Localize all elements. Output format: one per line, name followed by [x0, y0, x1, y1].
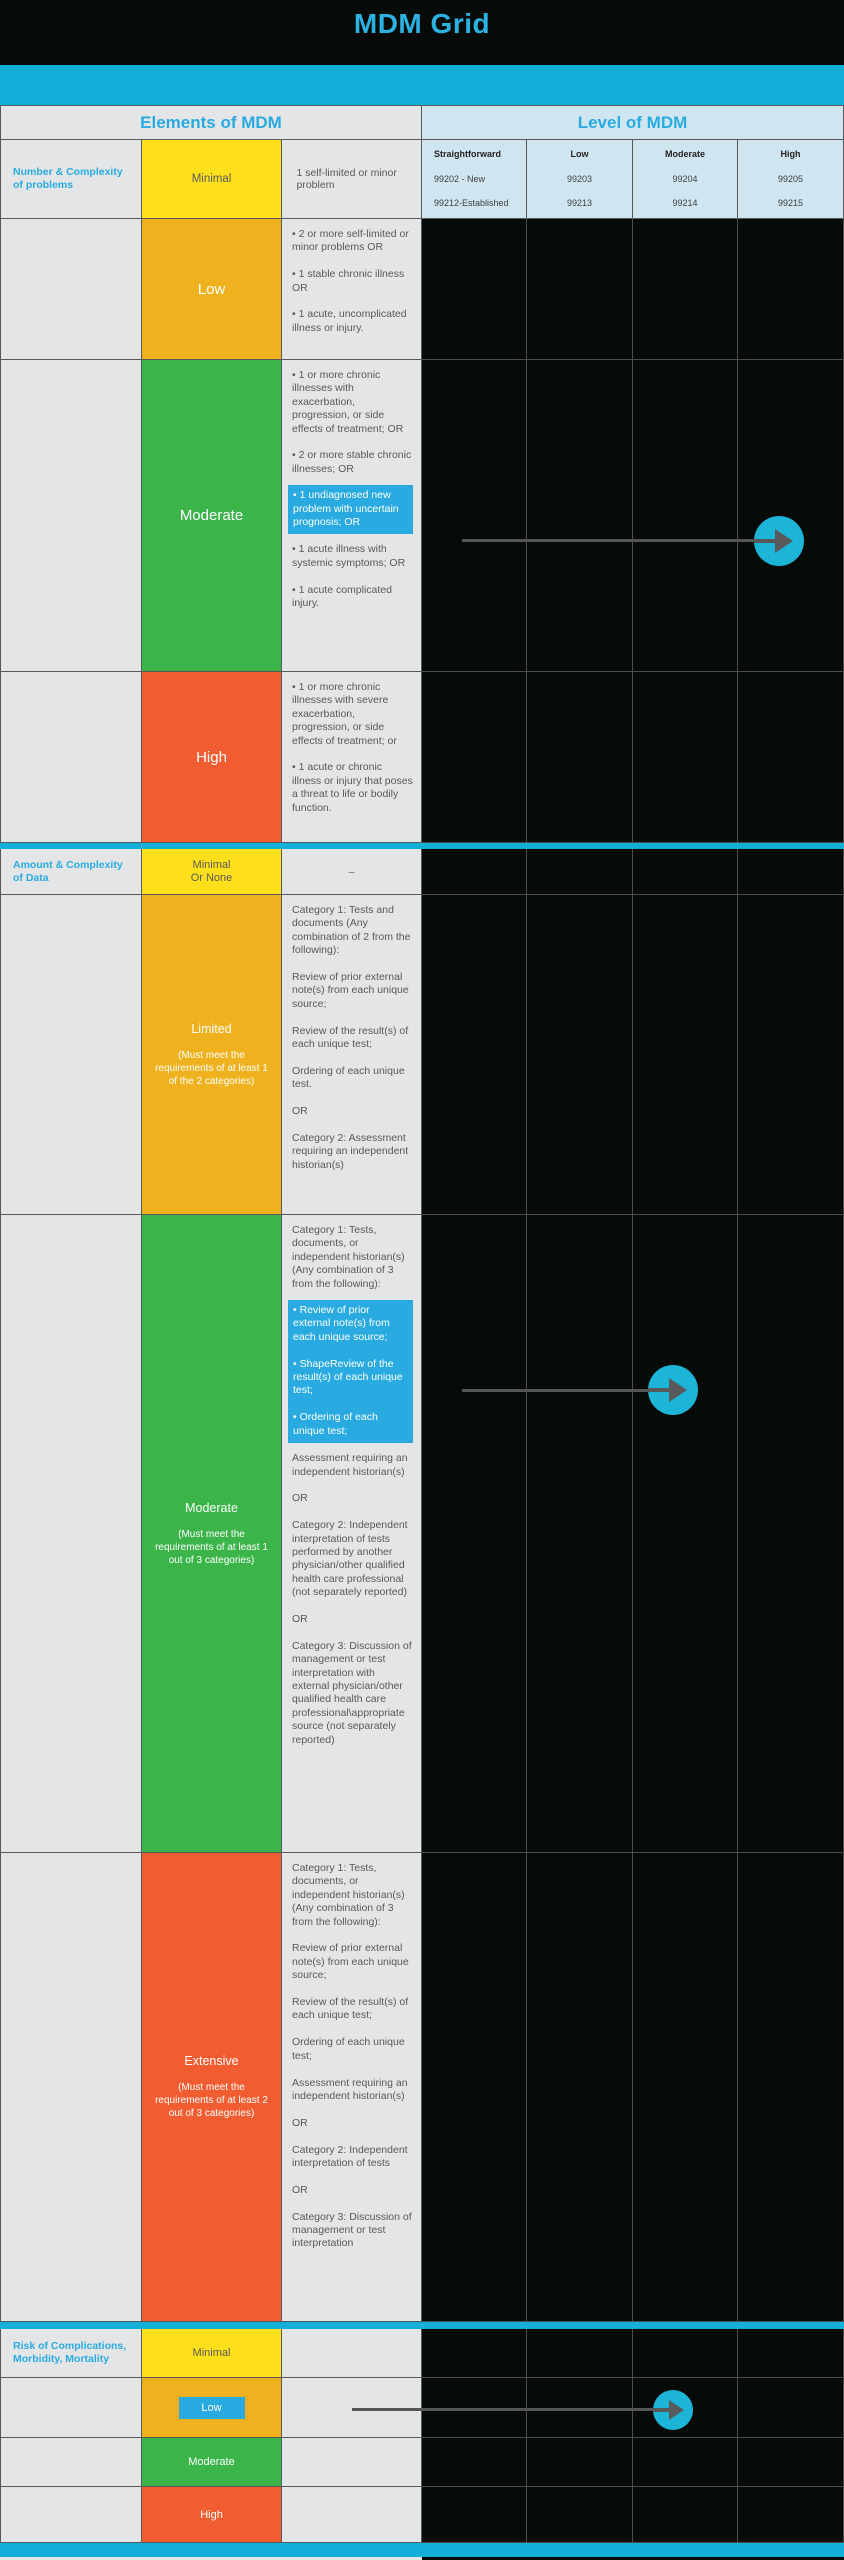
desc-moderate-data: Category 1: Tests, documents, or indepen… — [282, 1215, 422, 1853]
row-data-extensive: Extensive (Must meet the requirements of… — [0, 1853, 844, 2322]
empty-cell — [0, 895, 142, 1215]
desc-moderate-problems: • 1 or more chronic illnesses with exace… — [282, 360, 422, 672]
section-divider — [0, 843, 844, 849]
empty-cell — [0, 2378, 142, 2438]
row-problems-high: High • 1 or more chronic illnesses with … — [0, 672, 844, 843]
row-problems-moderate: Moderate • 1 or more chronic illnesses w… — [0, 360, 844, 672]
col-code-new: 99202 - New — [434, 173, 486, 184]
highlight-low-risk-box: Low — [178, 2396, 245, 2419]
arrow-icon-low-risk — [653, 2390, 693, 2430]
level-cell-low-problems: Low — [142, 219, 282, 360]
col-code-new: 99203 — [566, 173, 593, 184]
col-code-established: 99214 — [672, 198, 698, 208]
empty-cell — [0, 360, 142, 672]
column-header-high: High 99205 99215 — [738, 140, 844, 219]
level-cell-high-risk: High — [142, 2487, 282, 2543]
col-code-established: 99213 — [566, 198, 593, 208]
level-cell-low-risk: Low — [142, 2378, 282, 2438]
arrow-icon-high-column — [754, 516, 804, 566]
col-label: Moderate — [664, 149, 705, 159]
level-note: (Must meet the requirements of at least … — [155, 1049, 268, 1087]
desc-extensive-data: Category 1: Tests, documents, or indepen… — [292, 1862, 412, 2250]
level-cell-minimal-risk: Minimal — [142, 2329, 282, 2378]
highlight-undiagnosed-problem: • 1 undiagnosed new problem with uncerta… — [288, 485, 413, 535]
arrow-line-moderate-problems — [462, 539, 779, 542]
bottom-cyan-bar — [0, 2543, 844, 2557]
col-label: Straightforward — [434, 149, 502, 159]
level-of-mdm-header: Level of MDM — [422, 105, 844, 140]
row-problems-low: Low • 2 or more self-limited or minor pr… — [0, 219, 844, 360]
row-problems-minimal: Number & Complexity of problems Minimal … — [0, 140, 844, 219]
empty-cell — [0, 1853, 142, 2322]
arrow-line-low-risk — [352, 2408, 673, 2411]
page-title: MDM Grid — [353, 8, 491, 39]
empty-cell — [0, 1215, 142, 1853]
col-code-established: 99212-Established — [434, 198, 509, 208]
highlight-category1-bullets: • Review of prior external note(s) from … — [288, 1300, 413, 1444]
level-cell-moderate-problems: Moderate — [142, 360, 282, 672]
row-data-limited: Limited (Must meet the requirements of a… — [0, 895, 844, 1215]
desc-limited-data: Category 1: Tests and documents (Any com… — [292, 904, 411, 1171]
level-cell-high-problems: High — [142, 672, 282, 843]
mdm-table: Elements of MDM Level of MDM Number & Co… — [0, 105, 844, 2560]
elements-of-mdm-header: Elements of MDM — [0, 105, 422, 140]
row-data-minimal: Amount & Complexity of Data Minimal Or N… — [0, 849, 844, 895]
row-data-moderate: Moderate (Must meet the requirements of … — [0, 1215, 844, 1853]
col-label: Low — [570, 149, 589, 159]
arrow-icon-moderate-column — [648, 1365, 698, 1415]
column-header-straightforward: Straightforward 99202 - New 99212-Establ… — [422, 140, 527, 219]
empty-cell — [0, 219, 142, 360]
empty-cell — [282, 2487, 422, 2543]
empty-cell — [282, 2329, 422, 2378]
column-header-low: Low 99203 99213 — [527, 140, 633, 219]
empty-cell — [0, 2487, 142, 2543]
desc-high-problems: • 1 or more chronic illnesses with sever… — [292, 681, 413, 814]
section-label-data: Amount & Complexity of Data — [0, 849, 142, 895]
col-label: High — [780, 149, 801, 159]
column-header-moderate: Moderate 99204 99214 — [633, 140, 738, 219]
empty-cell — [282, 2438, 422, 2487]
section-divider — [0, 2322, 844, 2329]
level-note: (Must meet the requirements of at least … — [155, 1528, 268, 1566]
row-risk-moderate: Moderate — [0, 2438, 844, 2487]
col-code-new: 99205 — [777, 173, 804, 184]
empty-cell — [0, 2438, 142, 2487]
arrow-line-moderate-data — [462, 1389, 673, 1392]
level-cell-moderate-data: Moderate (Must meet the requirements of … — [142, 1215, 282, 1853]
table-tail — [0, 2557, 844, 2560]
level-cell-limited-data: Limited (Must meet the requirements of a… — [142, 895, 282, 1215]
level-cell-minimal-data: Minimal Or None — [142, 849, 282, 895]
level-cell-extensive-data: Extensive (Must meet the requirements of… — [142, 1853, 282, 2322]
col-code-established: 99215 — [777, 198, 804, 208]
section-label-problems: Number & Complexity of problems — [0, 140, 142, 219]
level-cell-minimal-problems: Minimal — [142, 140, 282, 219]
desc-minimal-problems: 1 self-limited or minor problem — [296, 167, 397, 191]
row-risk-minimal: Risk of Complications, Morbidity, Mortal… — [0, 2329, 844, 2378]
table-header-band: Elements of MDM Level of MDM — [0, 105, 844, 140]
level-cell-moderate-risk: Moderate — [142, 2438, 282, 2487]
section-label-risk: Risk of Complications, Morbidity, Mortal… — [0, 2329, 142, 2378]
top-cyan-bar — [0, 65, 844, 105]
col-code-new: 99204 — [672, 173, 698, 184]
desc-minimal-data: – — [282, 849, 422, 895]
empty-cell — [0, 672, 142, 843]
row-risk-high: High — [0, 2487, 844, 2543]
level-note: (Must meet the requirements of at least … — [155, 2082, 268, 2119]
desc-low-problems: • 2 or more self-limited or minor proble… — [292, 228, 409, 334]
